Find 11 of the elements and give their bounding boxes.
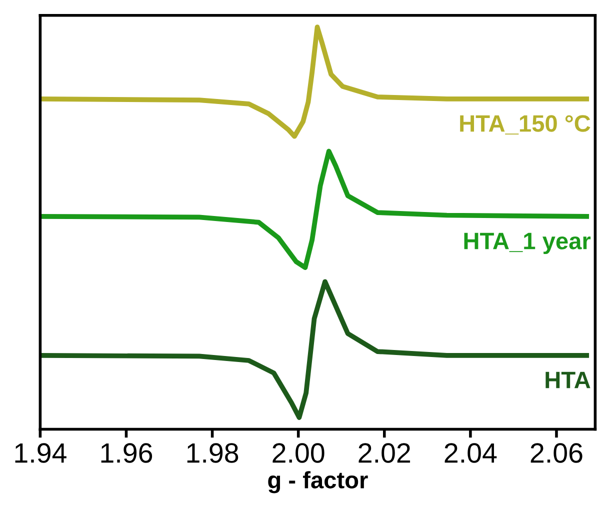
series-label: HTA_1 year xyxy=(464,232,591,254)
series-label: HTA xyxy=(546,372,590,388)
x-tick-label: 1.98 xyxy=(187,443,238,463)
x-tick-label: 2.00 xyxy=(272,443,324,463)
x-tick-label: 1.96 xyxy=(101,443,152,463)
x-tick-label: 2.04 xyxy=(444,443,497,463)
x-tick-label: 1.94 xyxy=(15,443,66,463)
x-tick-label: 2.06 xyxy=(530,443,582,463)
series-label: HTA_150 °C xyxy=(460,115,590,135)
x-axis-title: g - factor xyxy=(268,471,368,494)
x-tick-label: 2.02 xyxy=(358,443,410,463)
